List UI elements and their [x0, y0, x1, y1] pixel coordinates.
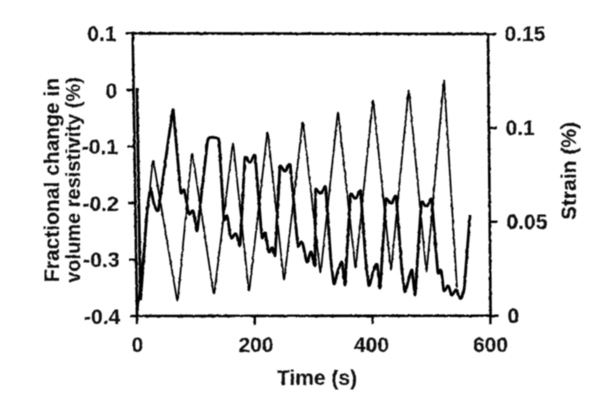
svg-text:0.05: 0.05 — [507, 211, 548, 234]
svg-text:-0.4: -0.4 — [84, 306, 121, 329]
svg-text:0: 0 — [508, 305, 520, 328]
svg-text:-0.1: -0.1 — [82, 136, 119, 159]
svg-text:-0.2: -0.2 — [83, 193, 119, 216]
svg-text:volume resistivity (%): volume resistivity (%) — [63, 77, 85, 283]
svg-text:0.1: 0.1 — [87, 23, 117, 46]
svg-text:0: 0 — [106, 80, 118, 103]
svg-text:200: 200 — [238, 334, 273, 357]
svg-text:0.1: 0.1 — [506, 117, 536, 140]
svg-text:600: 600 — [473, 334, 508, 357]
svg-text:400: 400 — [354, 334, 389, 357]
svg-text:Strain (%): Strain (%) — [558, 122, 581, 220]
svg-text:Fractional change in: Fractional change in — [41, 78, 64, 282]
svg-text:Time (s): Time (s) — [277, 367, 357, 390]
svg-text:-0.3: -0.3 — [83, 249, 119, 272]
svg-text:0: 0 — [132, 334, 144, 357]
svg-text:0.15: 0.15 — [505, 23, 546, 46]
